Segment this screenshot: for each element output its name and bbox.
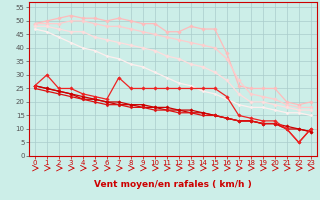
X-axis label: Vent moyen/en rafales ( km/h ): Vent moyen/en rafales ( km/h ) — [94, 180, 252, 189]
